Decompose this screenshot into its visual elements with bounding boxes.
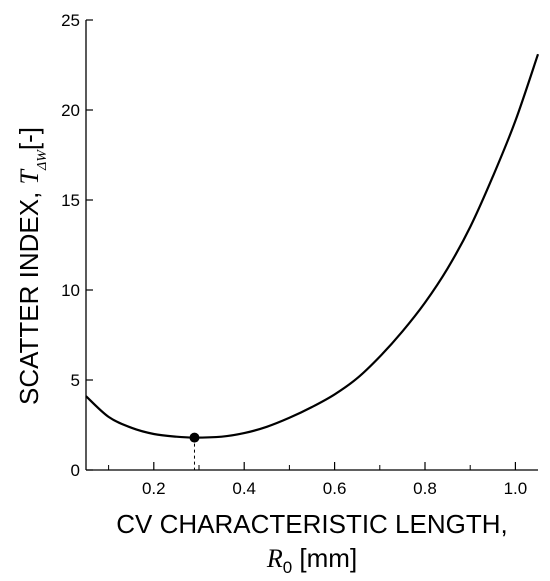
x-axis-unit: [mm]: [299, 543, 357, 573]
x-tick-label: 0.8: [413, 479, 437, 498]
x-axis-label-line1: CV CHARACTERISTIC LENGTH,: [116, 509, 508, 539]
y-tick-label: 0: [71, 461, 80, 480]
y-tick-label: 10: [61, 281, 80, 300]
y-tick-label: 5: [71, 371, 80, 390]
y-tick-label: 20: [61, 101, 80, 120]
y-tick-label: 15: [61, 191, 80, 210]
y-tick-label: 25: [61, 11, 80, 30]
svg-text:SCATTER INDEX, TΔW[-]: SCATTER INDEX, TΔW[-]: [14, 127, 50, 405]
x-axis-symbol: R: [266, 544, 283, 573]
minimum-marker: [189, 432, 200, 443]
x-axis-symbol-sub: 0: [283, 558, 292, 577]
plot-area: 0 5 10 15 20 25 0.2 0.4 0.6 0.8 1.0: [61, 11, 540, 498]
x-tick-label: 0.6: [323, 479, 347, 498]
x-tick-label: 0.4: [232, 479, 256, 498]
x-tick-label: 0.2: [142, 479, 166, 498]
y-axis-unit: [-]: [14, 127, 44, 150]
y-axis-symbol: T: [15, 168, 44, 184]
y-axis-label: SCATTER INDEX,: [14, 192, 44, 405]
y-axis-title: SCATTER INDEX, TΔW[-]: [14, 127, 50, 405]
x-axis-label-line2: R0 [mm]: [266, 543, 357, 577]
scatter-index-curve: [85, 53, 540, 439]
y-axis-symbol-sub: ΔW: [35, 149, 50, 171]
x-tick-label: 1.0: [504, 479, 528, 498]
